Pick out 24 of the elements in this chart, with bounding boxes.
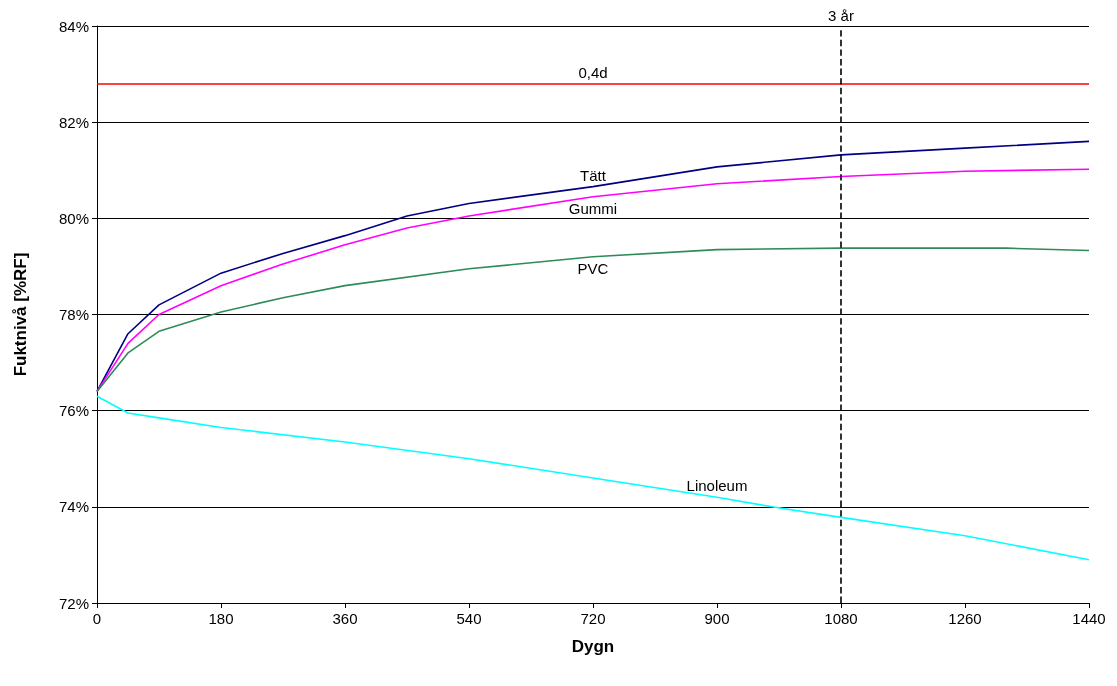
series-label: Gummi (568, 199, 618, 217)
ref-line-label: 0,4d (578, 63, 608, 81)
series-label: Linoleum (686, 477, 748, 495)
x-axis-title: Dygn (571, 637, 615, 656)
x-tick-label: 1080 (824, 610, 858, 627)
y-tick-label: 80% (58, 209, 89, 227)
x-tick-label: 180 (208, 610, 234, 627)
series-label: PVC (577, 259, 609, 277)
x-tick-label: 540 (456, 610, 482, 627)
x-tick-label: 360 (332, 610, 358, 627)
y-tick-label: 84% (58, 17, 89, 35)
y-tick-label: 74% (58, 498, 89, 516)
y-tick-label: 76% (58, 402, 89, 420)
x-tick-label: 1440 (1072, 610, 1106, 627)
series-label: Tätt (580, 166, 607, 184)
y-tick-label: 72% (58, 594, 89, 612)
ref-line-label: 3 år (828, 7, 854, 24)
x-tick-label: 0 (92, 610, 102, 627)
y-tick-label: 78% (58, 306, 89, 323)
x-tick-label: 1260 (948, 610, 982, 627)
y-axis-title: Fuktnivå [%RF] (11, 252, 30, 377)
x-tick-label: 720 (580, 610, 606, 627)
y-tick-label: 82% (58, 113, 89, 131)
x-tick-label: 900 (704, 610, 730, 627)
